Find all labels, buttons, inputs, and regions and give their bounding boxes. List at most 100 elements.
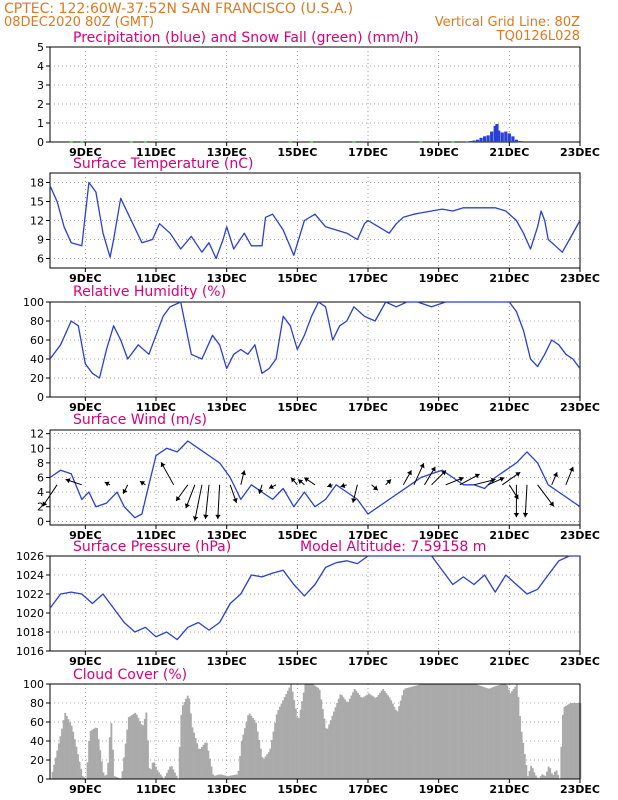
- cloud-bar: [522, 742, 525, 779]
- wind-arrow-head: [327, 482, 333, 488]
- cloud-bar: [555, 770, 558, 779]
- cloud-bar: [261, 757, 264, 779]
- cloud-bar: [134, 712, 137, 779]
- cloud-bar: [461, 684, 464, 779]
- rh-xtick-label: 23DEC: [560, 401, 600, 414]
- cloud-bar: [468, 684, 471, 779]
- cloud-bar: [571, 703, 574, 779]
- cloud-bar: [266, 754, 269, 779]
- cloud-bar: [549, 768, 552, 779]
- precip-xtick-label: 11DEC: [136, 146, 176, 159]
- cloud-bar: [430, 684, 432, 779]
- cloud-bar: [463, 684, 466, 779]
- cloud-bar: [299, 709, 302, 779]
- cloud-bar: [541, 774, 544, 779]
- cloud-bar: [193, 732, 195, 779]
- cloud-bar: [379, 692, 382, 779]
- cloud-bar: [185, 698, 188, 779]
- cloud-ytick-label: 60: [30, 716, 44, 729]
- cloud-bar: [353, 689, 356, 779]
- cloud-bar: [420, 684, 423, 779]
- cloud-bar: [496, 685, 499, 779]
- cloud-bar: [495, 685, 498, 779]
- cloud-bar: [554, 771, 556, 779]
- wind-arrow-head: [65, 478, 71, 484]
- wind-ytick-label: 10: [30, 442, 44, 455]
- rh-xtick-label: 15DEC: [277, 401, 317, 414]
- precip-bar: [69, 141, 73, 143]
- cloud-bar: [325, 728, 327, 779]
- cloud-bar: [525, 765, 528, 779]
- wind-arrow-shaft: [160, 462, 175, 486]
- cloud-bar: [401, 695, 404, 779]
- precip-xtick-label: 15DEC: [277, 146, 317, 159]
- cloud-bar: [161, 776, 164, 779]
- cloud-bar: [89, 730, 92, 779]
- cloud-bar: [539, 776, 542, 779]
- cloud-bar: [59, 736, 62, 779]
- cloud-bar: [530, 765, 533, 779]
- cloud-bar: [110, 723, 113, 779]
- rh-ytick-label: 60: [30, 334, 44, 347]
- header-model-code: TQ0126L028: [496, 29, 580, 44]
- cloud-xtick-label: 15DEC: [277, 783, 317, 796]
- cloud-bar: [226, 776, 229, 779]
- wind-arrow-head: [160, 462, 166, 468]
- rh-series-line: [49, 301, 581, 379]
- cloud-bar: [326, 728, 329, 779]
- precip-xtick-label: 21DEC: [489, 146, 529, 159]
- cloud-bar: [207, 750, 210, 779]
- cloud-bar: [243, 728, 246, 779]
- pressure-ytick-label: 1026: [16, 550, 44, 563]
- wind-arrow-shaft: [194, 484, 203, 521]
- cloud-bar: [339, 694, 342, 779]
- cloud-bar: [220, 774, 223, 779]
- cloud-bar: [70, 725, 73, 779]
- temp-title: Surface Temperature (nC): [73, 156, 254, 172]
- cloud-bar: [493, 686, 496, 779]
- cloud-ytick-label: 100: [23, 678, 44, 691]
- temp-xtick-label: 9DEC: [69, 272, 101, 285]
- wind-arrow-head: [474, 473, 480, 479]
- cloud-bar: [337, 698, 340, 779]
- cloud-bar: [197, 748, 200, 779]
- pressure-ytick-label: 1024: [16, 569, 44, 582]
- cloud-bar: [466, 684, 469, 779]
- wind-arrow-head: [515, 472, 521, 477]
- cloud-bar: [96, 727, 98, 779]
- rh-xtick-label: 11DEC: [136, 401, 176, 414]
- cloud-bar: [296, 717, 299, 779]
- cloud-bar: [53, 764, 56, 779]
- pressure-xtick-label: 11DEC: [136, 655, 176, 668]
- cloud-bar: [215, 775, 218, 779]
- cloud-bar: [64, 712, 67, 779]
- cloud-bar: [274, 722, 277, 779]
- cloud-bar: [453, 684, 456, 779]
- cloud-bar: [336, 703, 339, 779]
- cloud-bar: [412, 686, 415, 779]
- cloud-bar: [67, 719, 70, 779]
- cloud-bar: [178, 746, 181, 779]
- wind-arrow-head: [499, 476, 505, 482]
- cloud-bar: [51, 771, 54, 779]
- cloud-bar: [366, 694, 369, 779]
- wind-series-line: [49, 440, 581, 519]
- cloud-bar: [439, 684, 442, 779]
- cloud-bar: [293, 700, 296, 779]
- wind-arrow-head: [203, 514, 209, 519]
- precip-bar: [511, 136, 515, 142]
- cloud-bar: [302, 692, 305, 779]
- temp-xtick-label: 13DEC: [207, 272, 247, 285]
- cloud-bar: [205, 742, 208, 779]
- cloud-bar: [488, 688, 491, 779]
- pressure-ytick-label: 1020: [16, 607, 44, 620]
- temp-series-line: [49, 181, 581, 260]
- cloud-bar: [259, 748, 262, 779]
- wind-xtick-label: 9DEC: [69, 529, 101, 542]
- precip-bar: [288, 141, 292, 143]
- cloud-bar: [437, 684, 440, 779]
- wind-xtick-label: 13DEC: [207, 529, 247, 542]
- cloud-bar: [102, 772, 105, 779]
- cloud-bar: [511, 691, 513, 779]
- header-date: 08DEC2020 80Z (GMT): [4, 15, 154, 30]
